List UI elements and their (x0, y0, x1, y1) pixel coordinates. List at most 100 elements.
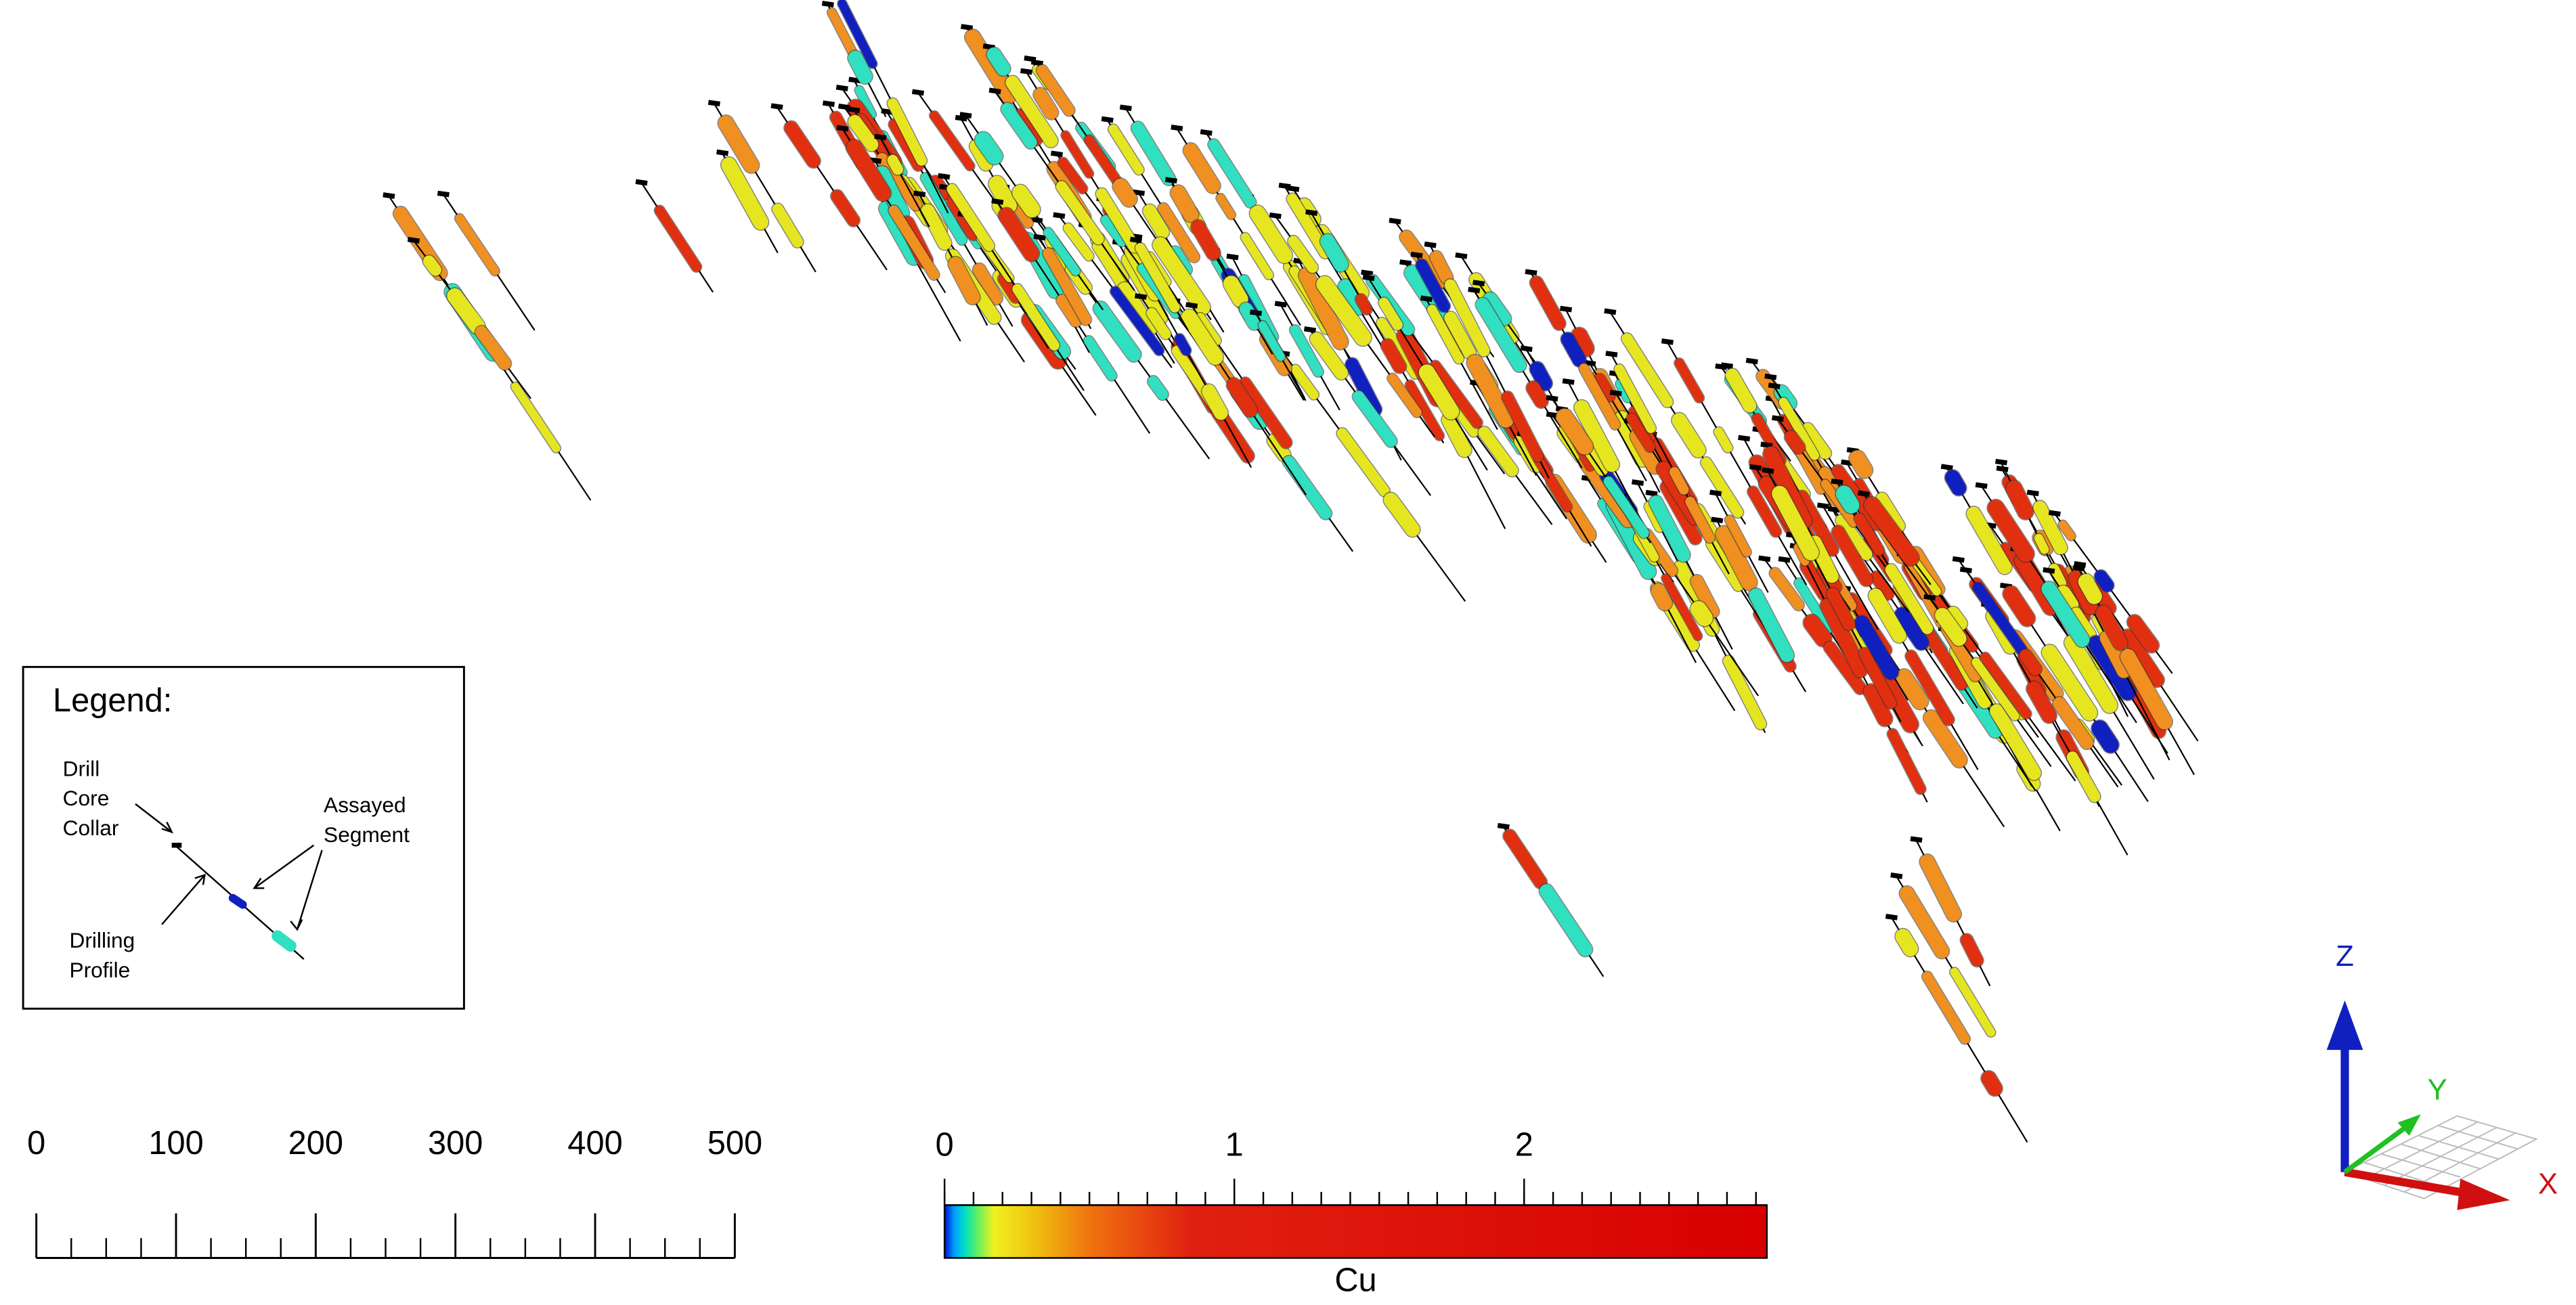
assayed-segment (2120, 648, 2173, 730)
legend-segment (271, 930, 297, 952)
drill-collar (1605, 351, 1618, 357)
assayed-segment (1701, 457, 1743, 518)
color-tick-label: 0 (936, 1126, 954, 1163)
assayed-segment (2094, 570, 2114, 592)
assayed-segment (1258, 321, 1285, 361)
drill-collar (1200, 129, 1213, 136)
assayed-segment (1043, 227, 1080, 275)
assayed-segment (1441, 413, 1472, 458)
assayed-segment (1725, 515, 1751, 557)
assayed-segment (1005, 75, 1058, 148)
assayed-segment (1478, 426, 1519, 477)
assayed-segment (2034, 533, 2049, 554)
legend-box (22, 665, 465, 1010)
drill-collar (1762, 467, 1774, 474)
assayed-segment (1084, 135, 1121, 185)
assayed-segment (1579, 363, 1620, 430)
assayed-segment (1529, 361, 1552, 391)
assayed-segment (1148, 376, 1169, 400)
drill-collar (1134, 293, 1148, 300)
assayed-segment (1987, 500, 2034, 562)
assayed-segment (1146, 308, 1171, 340)
drill-collar (1119, 104, 1132, 112)
drill-collar (1020, 68, 1033, 75)
z-arrow (2326, 1000, 2363, 1050)
assayed-segment (772, 203, 804, 248)
assayed-segment (1143, 204, 1169, 239)
assayed-segment (655, 205, 701, 272)
assayed-segment (998, 207, 1039, 261)
assayed-segment (1778, 397, 1820, 460)
drill-collar (1164, 177, 1177, 184)
drill-collar (2072, 565, 2085, 572)
assayed-segment (2033, 500, 2068, 554)
assayed-segment (837, 0, 877, 68)
assayed-segment (2058, 521, 2076, 541)
assayed-segment (1615, 379, 1632, 403)
assayed-segment (1267, 434, 1291, 462)
drill-collar (1758, 555, 1771, 562)
assayed-segment (1239, 377, 1292, 449)
assayed-segment (1483, 292, 1511, 326)
drill-collar (1497, 822, 1510, 830)
assayed-segment (2096, 605, 2128, 650)
color-tick-label: 2 (1515, 1126, 1533, 1163)
drill-collar (1764, 373, 1777, 380)
drill-collar (1305, 209, 1318, 216)
assayed-segment (718, 115, 760, 173)
drill-collar (1559, 305, 1573, 313)
drill-collar (821, 1, 834, 7)
assayed-segment (1095, 188, 1141, 253)
assayed-segment (721, 157, 768, 230)
assayed-segment (1794, 445, 1827, 494)
assayed-segment (986, 47, 1011, 76)
drill-collar (437, 190, 450, 198)
legend-text: Collar (63, 816, 119, 840)
assayed-segment (1084, 336, 1117, 381)
drill-collar (836, 125, 849, 132)
assayed-segment (1055, 181, 1104, 245)
assayed-segment (1057, 157, 1087, 194)
assayed-segment (1895, 929, 1919, 956)
legend-text: Core (63, 786, 110, 810)
assayed-segment (1571, 328, 1594, 357)
assayed-segment (1966, 506, 2012, 575)
drill-collar (1424, 241, 1437, 248)
drill-collar (1768, 382, 1781, 389)
assayed-segment (1923, 710, 1967, 768)
assayed-segment (1430, 360, 1483, 428)
drill-collar (2074, 561, 2087, 568)
assayed-segment (1353, 391, 1397, 447)
assayed-segment (1614, 364, 1656, 433)
color-tick-label: 1 (1225, 1126, 1244, 1163)
assayed-segment (2055, 585, 2079, 613)
drill-collar (1024, 56, 1036, 62)
drill-collar (1771, 415, 1785, 422)
assayed-segment (1885, 564, 1934, 634)
assayed-segment (1466, 355, 1514, 428)
scale-tick-label: 0 (27, 1125, 45, 1162)
drill-collar (1278, 182, 1291, 190)
drill-collar (1226, 253, 1239, 261)
assayed-segment (1785, 430, 1806, 454)
assayed-segment (1539, 884, 1592, 956)
drill-collar (1632, 479, 1644, 486)
scale-tick-label: 300 (428, 1125, 483, 1162)
drill-collar (1609, 389, 1622, 397)
assayed-segment (1802, 422, 1831, 460)
assayed-segment (888, 205, 940, 280)
drill-collar (407, 237, 420, 244)
drill-collar (938, 173, 951, 180)
assayed-segment (1820, 598, 1868, 678)
assayed-segment (1181, 309, 1223, 366)
drill-collar (1952, 556, 1965, 563)
assayed-segment (1593, 374, 1615, 402)
assayed-segment (1716, 525, 1758, 591)
assayed-segment (1175, 334, 1192, 355)
assayed-segment (1530, 276, 1566, 330)
drill-collar (1720, 362, 1734, 370)
assayed-segment (1863, 684, 1893, 726)
y-arrow (2397, 1114, 2421, 1136)
assayed-segment (1990, 704, 2041, 780)
assayed-segment (1093, 301, 1141, 362)
